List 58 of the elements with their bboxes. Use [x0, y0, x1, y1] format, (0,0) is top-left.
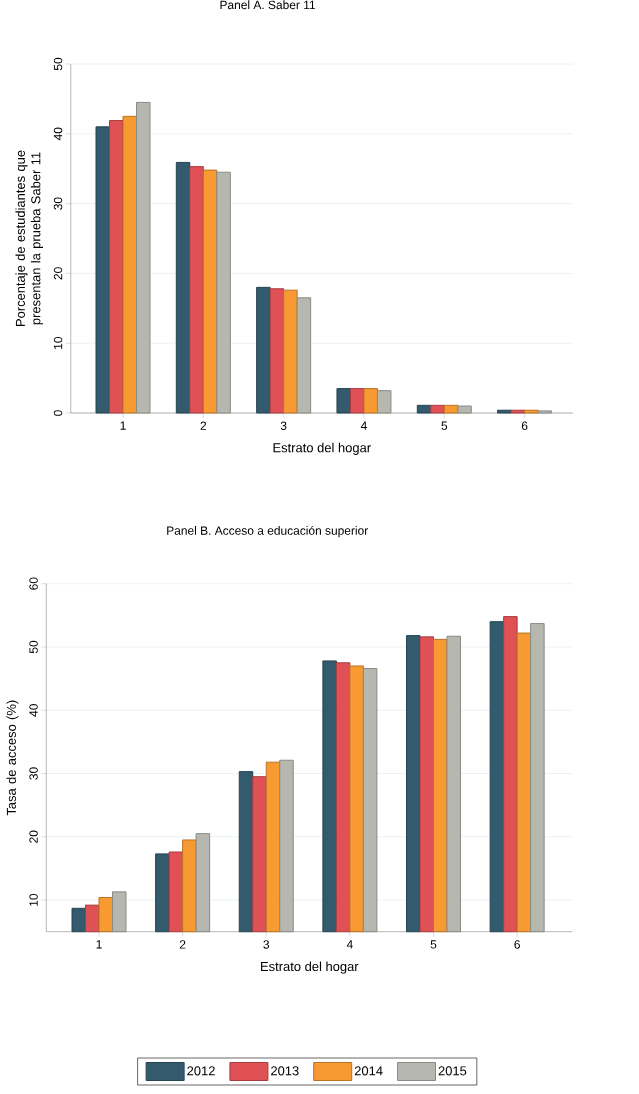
x-tick-label: 6 [521, 421, 528, 430]
bar [269, 288, 285, 414]
y-tick-label: 0 [53, 410, 63, 416]
x-tick-label: 6 [514, 940, 520, 949]
chart-title: Panel B. Acceso a educación superior [167, 525, 369, 538]
x-tick-label: 2 [179, 940, 186, 949]
bar [349, 388, 365, 414]
chart-title: Panel A. Saber 11 [220, 0, 316, 10]
bar [256, 286, 271, 414]
x-tick-label: 1 [120, 421, 126, 430]
bar [363, 388, 378, 414]
bar [457, 405, 472, 414]
bar [537, 410, 553, 414]
y-tick-label: 30 [29, 767, 38, 780]
y-tick-label: 60 [29, 577, 38, 590]
y-tick-label: 40 [29, 704, 38, 717]
bar [95, 126, 110, 414]
bar [189, 166, 204, 414]
y-tick-label: 20 [53, 267, 63, 280]
bar [202, 169, 218, 414]
bar [122, 115, 137, 414]
y-axis-title: Porcentaje de estudiantes que presentan la prueba Saber 11 [15, 150, 43, 327]
bar [524, 409, 539, 414]
x-tick-label: 4 [346, 940, 353, 949]
legend-label: 2013 [271, 1066, 299, 1076]
x-tick-label: 2 [200, 421, 207, 430]
x-tick-label: 3 [280, 421, 287, 430]
bar [283, 289, 298, 414]
bar [510, 409, 526, 414]
x-tick-label: 1 [96, 940, 102, 949]
x-tick-label: 3 [263, 940, 270, 949]
y-tick-label: 10 [29, 893, 38, 906]
y-tick-label: 50 [53, 57, 63, 71]
bar [443, 404, 459, 414]
bar [296, 297, 312, 414]
y-tick-label: 50 [29, 640, 38, 654]
bar [416, 404, 432, 414]
bar [216, 171, 231, 414]
x-tick-label: 5 [441, 421, 448, 430]
x-tick-label: 4 [360, 421, 367, 430]
y-tick-label: 30 [53, 197, 63, 210]
bar [175, 161, 191, 414]
y-tick-label: 20 [29, 830, 38, 843]
bar [109, 120, 124, 414]
y-tick-label: 40 [53, 127, 63, 141]
x-axis-title: Estrato del hogar [261, 961, 359, 974]
legend-label: 2015 [438, 1066, 467, 1076]
bar [497, 409, 512, 414]
bar [430, 404, 445, 414]
y-axis-title: Tasa de acceso (%) [6, 700, 19, 816]
y-tick-label: 10 [53, 337, 63, 349]
bar [136, 101, 151, 414]
legend-label: 2012 [187, 1066, 215, 1076]
x-tick-label: 5 [430, 940, 437, 949]
bar [336, 388, 351, 414]
legend-label: 2014 [354, 1066, 383, 1076]
x-axis-title: Estrato del hogar [273, 442, 371, 455]
bar [376, 390, 392, 414]
